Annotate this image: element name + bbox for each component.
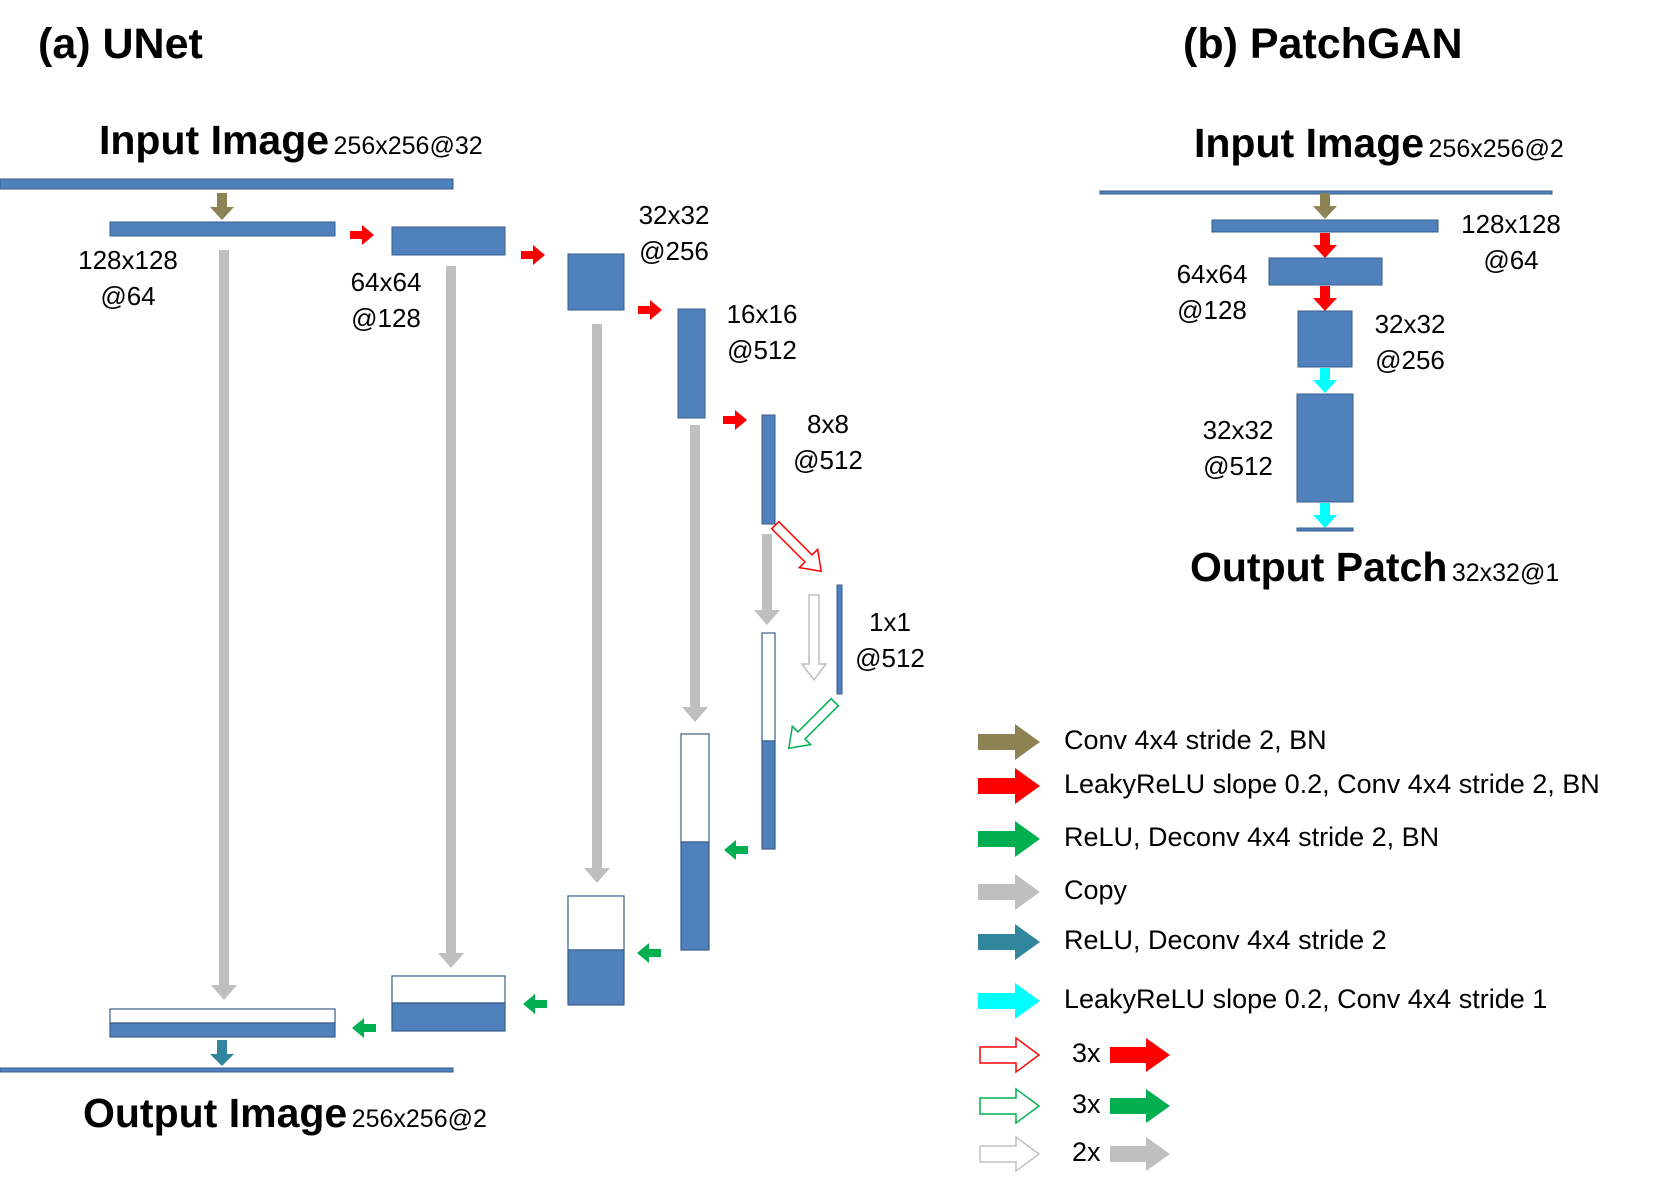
encoder-blocks bbox=[109, 221, 843, 695]
legend-leakyrelu-stride1-arrow bbox=[978, 983, 1040, 1019]
pg-layer-label: 128x128 @64 bbox=[1461, 209, 1561, 275]
dec-block-32-upper bbox=[567, 895, 625, 951]
enc-block-8 bbox=[761, 414, 776, 525]
legend-label-relu-deconv-bn: ReLU, Deconv 4x4 stride 2, BN bbox=[1064, 822, 1440, 852]
leakyrelu-stride1-arrow bbox=[1313, 503, 1337, 528]
legend-conv-arrow bbox=[978, 724, 1040, 760]
patchgan-diagram bbox=[1099, 190, 1553, 532]
layer-label: 1x1 @512 bbox=[855, 607, 925, 673]
legend-label-copy: Copy bbox=[1064, 875, 1128, 905]
dec-block-64-lower bbox=[391, 1002, 506, 1032]
leakyrelu-arrow bbox=[638, 300, 662, 320]
patchgan-output-heading: Output Patch 32x32@1 bbox=[1190, 544, 1559, 591]
legend-repeat-green-solid bbox=[1110, 1089, 1170, 1123]
unet-output-heading: Output Image 256x256@2 bbox=[83, 1090, 487, 1137]
copy-arrow bbox=[438, 266, 464, 968]
conv-arrow bbox=[210, 193, 234, 220]
legend-repeat-count: 3x bbox=[1072, 1038, 1101, 1068]
legend-repeat-count: 3x bbox=[1072, 1089, 1101, 1119]
pg-layer-label: 64x64 @128 bbox=[1176, 259, 1248, 325]
enc-block-128 bbox=[109, 221, 336, 237]
dec-block-128-upper bbox=[109, 1008, 336, 1024]
dec-block-8-lower bbox=[761, 740, 776, 850]
enc-block-32 bbox=[567, 253, 625, 311]
unet-title: (a) UNet bbox=[38, 20, 203, 68]
pg-block-64 bbox=[1268, 257, 1383, 286]
leakyrelu-arrow bbox=[1313, 286, 1337, 311]
legend-relu-deconv-bn-arrow bbox=[978, 821, 1040, 857]
legend-repeat-green-outline bbox=[979, 1087, 1041, 1125]
copy-arrow bbox=[211, 250, 237, 1000]
dec-block-32-lower bbox=[567, 949, 625, 1006]
leakyrelu-arrow bbox=[521, 245, 545, 265]
patchgan-title: (b) PatchGAN bbox=[1183, 20, 1463, 68]
legend-repeat-grey-solid bbox=[1110, 1137, 1170, 1171]
repeat-arrow-green bbox=[787, 697, 840, 750]
repeat-arrow-red bbox=[770, 520, 823, 573]
bottleneck-block bbox=[836, 584, 843, 695]
legend-label-leakyrelu: LeakyReLU slope 0.2, Conv 4x4 stride 2, … bbox=[1064, 769, 1600, 799]
layer-label: 8x8 @512 bbox=[793, 409, 863, 475]
leakyrelu-arrow bbox=[350, 225, 374, 245]
dec-block-128-lower bbox=[109, 1022, 336, 1038]
layer-label: 32x32 @256 bbox=[638, 200, 710, 266]
leakyrelu-stride1-arrow bbox=[1313, 368, 1337, 393]
unet-output-label: Output Image bbox=[83, 1090, 348, 1136]
dec-block-16-lower bbox=[680, 841, 710, 951]
patchgan-output-label: Output Patch bbox=[1190, 544, 1448, 590]
layer-label: 128x128 @64 bbox=[78, 245, 178, 311]
leakyrelu-arrow bbox=[723, 410, 747, 430]
legend-leakyrelu-arrow bbox=[978, 768, 1040, 804]
pg-block-128 bbox=[1211, 219, 1439, 233]
pg-output-line bbox=[1296, 527, 1354, 532]
relu-deconv-arrow bbox=[352, 1018, 376, 1038]
patchgan-input-dims: 256x256@2 bbox=[1428, 135, 1564, 163]
unet-diagram bbox=[0, 178, 843, 1073]
unet-input-line bbox=[0, 178, 454, 190]
unet-output-line bbox=[0, 1067, 454, 1073]
legend-label-conv: Conv 4x4 stride 2, BN bbox=[1064, 725, 1327, 755]
unet-input-heading: Input Image 256x256@32 bbox=[99, 117, 483, 164]
pg-block-32-512 bbox=[1296, 393, 1354, 503]
pg-layer-label: 32x32 @256 bbox=[1374, 309, 1446, 375]
leakyrelu-arrow bbox=[1313, 233, 1337, 258]
legend-repeat-red-outline bbox=[979, 1036, 1041, 1074]
patchgan-input-heading: Input Image 256x256@2 bbox=[1194, 120, 1564, 167]
legend-repeat-red-solid bbox=[1110, 1038, 1170, 1072]
layer-label: 16x16 @512 bbox=[726, 299, 798, 365]
legend-label-leakyrelu-stride1: LeakyReLU slope 0.2, Conv 4x4 stride 1 bbox=[1064, 984, 1548, 1014]
pg-block-32-256 bbox=[1297, 310, 1353, 368]
copy-arrow bbox=[682, 425, 708, 722]
unet-input-label: Input Image bbox=[99, 117, 330, 163]
dec-block-8-upper bbox=[761, 632, 776, 742]
decoder-blocks bbox=[109, 632, 776, 1038]
patchgan-output-dims: 32x32@1 bbox=[1451, 559, 1560, 587]
legend-label-relu-deconv: ReLU, Deconv 4x4 stride 2 bbox=[1064, 925, 1387, 955]
copy-arrows bbox=[211, 250, 780, 1000]
dec-block-16-upper bbox=[680, 733, 710, 843]
deconv-arrow bbox=[210, 1040, 234, 1066]
pg-layer-label: 32x32 @512 bbox=[1202, 415, 1274, 481]
unet-input-dims: 256x256@32 bbox=[333, 132, 483, 160]
unet-output-dims: 256x256@2 bbox=[351, 1105, 487, 1133]
dec-block-64-upper bbox=[391, 975, 506, 1004]
enc-block-16 bbox=[677, 308, 706, 419]
patchgan-input-label: Input Image bbox=[1194, 120, 1425, 166]
relu-deconv-arrow bbox=[523, 994, 547, 1014]
legend-repeat-grey-outline bbox=[979, 1135, 1041, 1173]
copy-arrow bbox=[584, 324, 610, 883]
repeat-arrow-grey bbox=[800, 594, 828, 682]
enc-block-64 bbox=[391, 226, 506, 256]
legend-arrows bbox=[978, 724, 1170, 1173]
layer-label: 64x64 @128 bbox=[350, 267, 422, 333]
legend-relu-deconv-arrow bbox=[978, 924, 1040, 960]
legend-repeat-count: 2x bbox=[1072, 1137, 1101, 1167]
legend-copy-arrow bbox=[978, 874, 1040, 910]
conv-arrow bbox=[1313, 193, 1337, 219]
copy-arrow bbox=[754, 534, 780, 625]
relu-deconv-arrow bbox=[637, 943, 661, 963]
relu-deconv-arrow bbox=[724, 840, 748, 860]
